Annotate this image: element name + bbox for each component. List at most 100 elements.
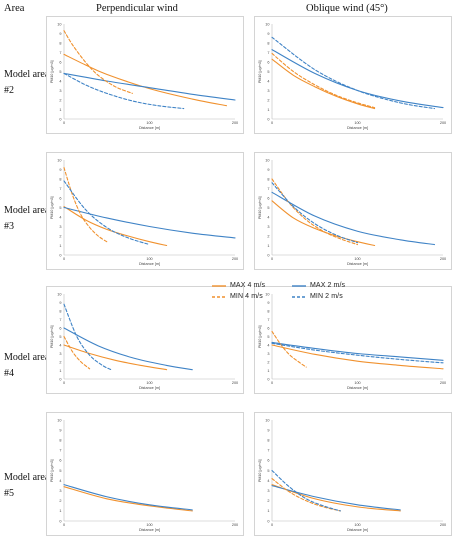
- y-tick-label: 7: [59, 449, 61, 453]
- y-tick-label: 8: [59, 309, 61, 313]
- series-line-min-2-m-s: [63, 180, 151, 246]
- x-tick-label: 200: [232, 381, 238, 385]
- y-tick-label: 3: [267, 489, 269, 493]
- x-tick-label: 100: [146, 523, 152, 527]
- x-axis-label: Distance [m]: [346, 125, 369, 130]
- y-tick-label: 8: [59, 41, 61, 45]
- series-line-max-4-m-s: [63, 344, 168, 371]
- y-tick-label: 1: [59, 108, 61, 112]
- y-tick-label: 10: [57, 22, 61, 26]
- series-line-max-4-m-s: [63, 53, 227, 107]
- x-axis-label: Distance [m]: [346, 385, 369, 390]
- y-tick-label: 8: [267, 439, 269, 443]
- y-axis-label: PM10 [μg/m3]: [258, 196, 262, 219]
- y-tick-label: 9: [267, 168, 269, 172]
- y-tick-label: 5: [267, 469, 269, 473]
- series-line-min-4-m-s: [63, 30, 133, 94]
- y-tick-label: 5: [59, 335, 61, 339]
- perpendicular-wind-header: Perpendicular wind: [96, 3, 178, 14]
- y-tick-label: 8: [59, 177, 61, 181]
- y-tick-label: 2: [267, 499, 269, 503]
- x-tick-label: 200: [232, 523, 238, 527]
- y-axis-label: PM10 [μg/m3]: [50, 60, 54, 83]
- legend-label: MAX 2 m/s: [310, 282, 346, 289]
- y-tick-label: 1: [59, 369, 61, 373]
- y-tick-label: 10: [57, 158, 61, 162]
- y-axis-label: PM10 [μg/m3]: [50, 459, 54, 482]
- legend-swatch: [292, 284, 306, 287]
- y-tick-label: 1: [59, 509, 61, 513]
- y-tick-label: 3: [267, 352, 269, 356]
- y-tick-label: 8: [59, 439, 61, 443]
- y-tick-label: 9: [59, 168, 61, 172]
- y-tick-label: 3: [59, 225, 61, 229]
- y-tick-label: 6: [267, 196, 269, 200]
- x-tick-label: 200: [440, 523, 446, 527]
- y-tick-label: 6: [59, 60, 61, 64]
- x-tick-label: 0: [63, 121, 65, 125]
- y-tick-label: 5: [267, 70, 269, 74]
- x-axis-label: Distance [m]: [138, 125, 161, 130]
- chart-panel: 0 1 2 3 4 5 6 7 8 9 10 0 100 200 PM10 [μg/m3] Distance …: [46, 412, 244, 536]
- y-tick-label: 4: [59, 79, 61, 83]
- y-tick-label: 0: [267, 117, 269, 121]
- y-tick-label: 10: [265, 22, 269, 26]
- y-tick-label: 8: [267, 177, 269, 181]
- legend-swatch: [292, 295, 306, 298]
- series-line-max-2-m-s: [63, 484, 193, 511]
- x-tick-label: 200: [440, 121, 446, 125]
- series-line-min-4-m-s: [271, 178, 359, 246]
- chart-panel: 0 1 2 3 4 5 6 7 8 9 10 0 100 200 PM10 [μg/m3] Distance …: [46, 286, 244, 394]
- y-tick-label: 3: [59, 352, 61, 356]
- series-line-max-4-m-s: [63, 486, 193, 512]
- chart-panel: 0 1 2 3 4 5 6 7 8 9 10 0 100 200 PM10 [μg/m3] Distance …: [254, 16, 452, 134]
- y-axis-label: PM10 [μg/m3]: [50, 325, 54, 348]
- legend-item: MIN 4 m/s: [212, 291, 263, 302]
- y-tick-label: 1: [59, 244, 61, 248]
- y-axis-label: PM10 [μg/m3]: [258, 60, 262, 83]
- x-tick-label: 200: [440, 381, 446, 385]
- y-tick-label: 3: [59, 489, 61, 493]
- row-label-model-area-3: Model area #3: [4, 205, 50, 232]
- y-tick-label: 7: [267, 318, 269, 322]
- series-line-max-2-m-s: [271, 191, 435, 246]
- y-tick-label: 1: [267, 369, 269, 373]
- y-tick-label: 6: [267, 60, 269, 64]
- series-line-max-2-m-s: [63, 327, 193, 371]
- legend-label: MIN 2 m/s: [310, 293, 343, 300]
- y-tick-label: 7: [267, 51, 269, 55]
- y-tick-label: 9: [59, 32, 61, 36]
- y-tick-label: 9: [267, 428, 269, 432]
- chart-panel: 0 1 2 3 4 5 6 7 8 9 10 0 100 200 PM10 [μg/m3] Distance …: [254, 152, 452, 270]
- x-axis-label: Distance [m]: [346, 261, 369, 266]
- y-tick-label: 10: [265, 292, 269, 296]
- y-tick-label: 0: [59, 117, 61, 121]
- y-tick-label: 8: [267, 309, 269, 313]
- chart-panel: 0 1 2 3 4 5 6 7 8 9 10 0 100 200 PM10 [μg/m3] Distance …: [254, 286, 452, 394]
- chart-panel: 0 1 2 3 4 5 6 7 8 9 10 0 100 200 PM10 [μg/m3] Distance …: [46, 16, 244, 134]
- chart-panel: 0 1 2 3 4 5 6 7 8 9 10 0 100 200 PM10 [μg/m3] Distance …: [46, 152, 244, 270]
- series-line-min-4-m-s: [63, 167, 108, 243]
- y-tick-label: 6: [59, 459, 61, 463]
- y-tick-label: 2: [267, 360, 269, 364]
- y-tick-label: 2: [59, 234, 61, 238]
- y-tick-label: 7: [267, 187, 269, 191]
- y-tick-label: 4: [59, 215, 61, 219]
- series-line-max-4-m-s: [271, 344, 444, 370]
- y-axis-label: PM10 [μg/m3]: [258, 325, 262, 348]
- series-line-min-2-m-s: [271, 342, 444, 364]
- y-tick-label: 3: [267, 89, 269, 93]
- x-tick-label: 0: [271, 121, 273, 125]
- y-tick-label: 0: [267, 253, 269, 257]
- y-tick-label: 8: [267, 41, 269, 45]
- legend-swatch: [212, 284, 226, 287]
- series-line-max-2-m-s: [271, 49, 444, 109]
- series-line-max-2-m-s: [271, 485, 401, 511]
- x-tick-label: 0: [63, 257, 65, 261]
- legend-swatch: [212, 295, 226, 298]
- legend-item: MIN 2 m/s: [292, 291, 343, 302]
